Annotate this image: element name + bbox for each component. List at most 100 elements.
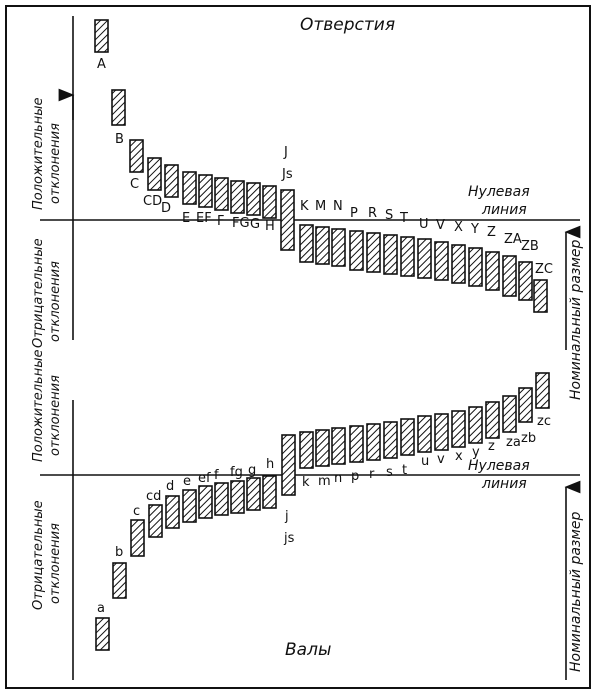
- hole-bar-neg-7: [417, 238, 432, 279]
- svg-text:отклонения: отклонения: [48, 261, 63, 342]
- shaft-bar-pos-1: [315, 429, 330, 467]
- hole-label-D: D: [161, 201, 171, 216]
- hole-label-EF: EF: [196, 211, 212, 226]
- shaft-bar-pos-5: [383, 421, 398, 459]
- hole-bar-neg-9: [451, 244, 466, 284]
- hole-bar-neg-2: [331, 228, 346, 267]
- shaft-label-r: r: [369, 467, 375, 482]
- shaft-label-n: n: [334, 471, 342, 486]
- shafts-title: Валы: [285, 640, 331, 660]
- hole-label-U: U: [419, 217, 429, 232]
- holes-title: Отверстия: [300, 15, 395, 35]
- hole-bar-9: [246, 182, 261, 216]
- shaft-bar-pos-3: [349, 425, 364, 463]
- hole-label-Y: Y: [470, 222, 479, 237]
- hole-label-C: C: [130, 177, 139, 192]
- holes-tolerance-bars: [94, 19, 548, 313]
- hole-label-P: P: [350, 206, 358, 221]
- hole-label-H: H: [265, 219, 275, 234]
- hole-bar-neg-8: [434, 241, 449, 281]
- shaft-label-p: p: [351, 469, 359, 484]
- hole-label-M: M: [315, 199, 326, 214]
- svg-text:отклонения: отклонения: [48, 523, 63, 604]
- hole-label-N: N: [333, 199, 343, 214]
- shaft-label-h: h: [266, 457, 274, 472]
- shaft-label-c: c: [133, 504, 140, 519]
- shaft-bar-pos-12: [502, 395, 517, 433]
- side-label-holes-positive: Положительные отклонения: [31, 98, 63, 210]
- shaft-bar-pos-6: [400, 418, 415, 456]
- hole-label-Z: Z: [487, 225, 496, 240]
- hole-label-E: E: [182, 211, 190, 226]
- hole-label-T: T: [399, 211, 408, 226]
- holes-zero-label-1: Нулевая: [468, 184, 530, 200]
- hole-label-R: R: [368, 206, 377, 221]
- shaft-label-js: js: [283, 531, 295, 546]
- svg-text:Положительные: Положительные: [31, 98, 46, 210]
- hole-label-A: A: [97, 57, 106, 72]
- shaft-label-y: y: [472, 445, 480, 460]
- shaft-bar-3: [148, 504, 163, 538]
- nominal-size-label-shafts: Номинальный размер: [568, 511, 584, 672]
- hole-label-js: Js: [281, 167, 293, 182]
- shaft-bar-pos-9: [451, 410, 466, 448]
- svg-text:Отрицательные: Отрицательные: [31, 500, 46, 610]
- shaft-bar-6: [198, 485, 213, 519]
- shaft-label-t: t: [402, 463, 407, 478]
- hole-bar-js: [280, 189, 295, 251]
- hole-label-K: K: [300, 199, 309, 214]
- hole-bar-4: [164, 164, 179, 198]
- shaft-bar-pos-0: [299, 431, 314, 469]
- shaft-label-z: z: [488, 439, 495, 454]
- shaft-bar-js: [281, 434, 296, 496]
- shaft-bar-pos-11: [485, 401, 500, 439]
- hole-bar-neg-5: [383, 234, 398, 275]
- side-label-holes-negative: Отрицательные отклонения: [31, 238, 63, 348]
- shaft-bar-pos-14: [535, 372, 550, 409]
- hole-label-V: V: [436, 218, 445, 233]
- shaft-label-v: v: [437, 452, 445, 467]
- hole-bar-neg-0: [299, 224, 314, 263]
- shaft-bar-pos-2: [331, 427, 346, 465]
- svg-text:отклонения: отклонения: [48, 123, 63, 204]
- shaft-label-b: b: [115, 545, 123, 560]
- shaft-bar-pos-4: [366, 423, 381, 461]
- shaft-bar-2: [130, 519, 145, 557]
- hole-bar-neg-12: [502, 255, 517, 297]
- hole-bar-8: [230, 180, 245, 214]
- shaft-label-zc: zc: [537, 414, 551, 429]
- hole-label-S: S: [385, 208, 393, 223]
- hole-label-FG: FG: [232, 216, 250, 231]
- hole-bar-neg-11: [485, 251, 500, 291]
- svg-text:Положительные: Положительные: [31, 350, 46, 462]
- shaft-bar-9: [246, 477, 261, 511]
- shaft-label-s: s: [386, 465, 393, 480]
- shaft-bar-0: [95, 617, 110, 651]
- hole-bar-neg-14: [533, 279, 548, 313]
- hole-bar-5: [182, 171, 197, 205]
- shaft-bar-pos-8: [434, 413, 449, 451]
- hole-label-ZA: ZA: [504, 232, 522, 247]
- side-label-shafts-positive: Положительные отклонения: [31, 350, 63, 462]
- shaft-label-m: m: [318, 474, 331, 489]
- hole-bar-1: [111, 89, 126, 126]
- hole-bar-6: [198, 174, 213, 208]
- shaft-label-g: g: [248, 463, 256, 478]
- hole-label-F: F: [217, 214, 224, 229]
- hole-label-B: B: [115, 132, 124, 147]
- shaft-label-cd: cd: [146, 489, 161, 504]
- diagram-border: [5, 5, 591, 689]
- nominal-size-label-holes: Номинальный размер: [568, 239, 584, 400]
- hole-label-G: G: [250, 217, 260, 232]
- hole-label-CD: CD: [143, 194, 162, 209]
- svg-text:отклонения: отклонения: [48, 375, 63, 456]
- shafts-zero-label-1: Нулевая: [468, 458, 530, 474]
- shaft-label-u: u: [421, 454, 429, 469]
- shaft-bar-pos-10: [468, 406, 483, 444]
- side-label-shafts-negative: Отрицательные отклонения: [31, 500, 63, 610]
- shaft-label-f: f: [214, 468, 219, 483]
- hole-bar-neg-3: [349, 230, 364, 271]
